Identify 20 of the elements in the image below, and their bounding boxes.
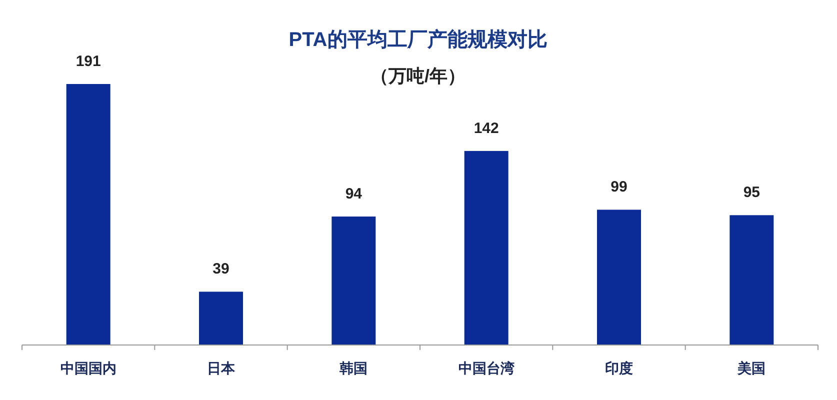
x-tick-label: 中国国内 [60, 360, 116, 376]
x-tick-label: 美国 [736, 360, 766, 376]
x-tick-label: 日本 [207, 360, 236, 376]
data-label: 191 [76, 53, 101, 70]
x-tick-label: 韩国 [338, 360, 368, 376]
x-tick-label: 中国台湾 [458, 360, 514, 376]
bar [464, 150, 508, 345]
bar [66, 84, 110, 345]
data-label: 142 [474, 120, 499, 137]
data-label: 39 [212, 260, 230, 278]
bar [730, 215, 774, 345]
bar [597, 210, 641, 345]
data-label: 94 [345, 186, 363, 203]
bar [332, 216, 376, 345]
chart-title: PTA的平均工厂产能规模对比 [288, 28, 548, 51]
bar [199, 292, 243, 345]
chart-subtitle: （万吨/年） [370, 66, 466, 86]
x-tick-label: 印度 [605, 360, 633, 376]
data-label: 95 [743, 184, 760, 202]
data-label: 99 [610, 178, 628, 196]
